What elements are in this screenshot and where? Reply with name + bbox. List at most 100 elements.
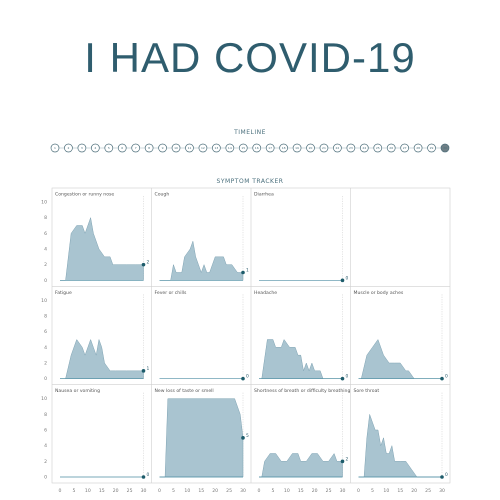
endpoint-label: 2 <box>346 456 349 462</box>
symptom-panel: Headache 0 <box>254 290 349 381</box>
y-tick-label: 6 <box>44 231 47 237</box>
endpoint-marker <box>340 376 345 381</box>
timeline-day-label: 1 <box>54 146 56 150</box>
timeline-day-label: 28 <box>416 146 420 150</box>
endpoint-label: 0 <box>445 374 448 380</box>
timeline-day-1[interactable]: 1 <box>50 143 60 153</box>
timeline-day-label: 19 <box>295 146 299 150</box>
timeline-day-label: 13 <box>214 146 218 150</box>
timeline-day-27[interactable]: 27 <box>400 143 410 153</box>
timeline-day-28[interactable]: 28 <box>413 143 423 153</box>
y-tick-label: 0 <box>44 278 47 284</box>
x-tick-label: 15 <box>198 488 204 494</box>
timeline-day-8[interactable]: 8 <box>144 143 154 153</box>
x-tick-label: 25 <box>127 488 133 494</box>
timeline-day-25[interactable]: 25 <box>373 143 383 153</box>
timeline-day-19[interactable]: 19 <box>292 143 302 153</box>
panel-label: Cough <box>155 192 170 198</box>
x-tick-label: 15 <box>298 488 304 494</box>
panel-label: Nausea or vomiting <box>55 388 100 394</box>
y-tick-label: 2 <box>44 262 47 268</box>
symptom-panel: Sore throat 0 <box>354 388 448 479</box>
timeline-day-23[interactable]: 23 <box>346 143 356 153</box>
x-tick-label: 25 <box>425 488 431 494</box>
timeline-day-24[interactable]: 24 <box>359 143 369 153</box>
x-tick-label: 5 <box>72 488 75 494</box>
endpoint-label: 0 <box>147 472 150 478</box>
timeline-day-label: 26 <box>389 146 393 150</box>
page-title: I HAD COVID-19 <box>84 34 416 81</box>
x-tick-label: 20 <box>411 488 417 494</box>
timeline-day-label: 29 <box>430 146 434 150</box>
timeline-day-30[interactable]: 30 <box>440 143 450 153</box>
timeline-day-label: 4 <box>94 146 96 150</box>
x-tick-label: 25 <box>226 488 232 494</box>
timeline-day-14[interactable]: 14 <box>225 143 235 153</box>
symptom-area <box>59 338 144 379</box>
timeline-day-7[interactable]: 7 <box>131 143 141 153</box>
endpoint-label: 0 <box>346 275 349 281</box>
y-tick-label: 4 <box>44 345 47 351</box>
timeline-day-9[interactable]: 9 <box>158 143 167 153</box>
timeline-day-15[interactable]: 15 <box>238 143 248 153</box>
timeline-day-29[interactable]: 29 <box>427 143 436 153</box>
x-tick-label: 10 <box>184 488 190 494</box>
timeline-day-13[interactable]: 13 <box>212 143 221 153</box>
timeline-day-2[interactable]: 2 <box>64 143 73 153</box>
timeline-day-20[interactable]: 20 <box>306 143 315 153</box>
timeline-day-label: 3 <box>81 146 83 150</box>
x-tick-label: 15 <box>99 488 105 494</box>
timeline-day-21[interactable]: 21 <box>319 143 329 153</box>
timeline-day-6[interactable]: 6 <box>117 143 127 153</box>
timeline-day-3[interactable]: 3 <box>77 143 87 153</box>
endpoint-marker <box>241 270 245 275</box>
symptom-area <box>358 414 442 478</box>
x-tick-label: 0 <box>59 488 62 494</box>
timeline-day-label: 5 <box>108 146 110 150</box>
endpoint-marker <box>440 376 444 381</box>
endpoint-marker <box>141 262 146 267</box>
symptom-panel: New loss of taste or smell 5 <box>155 388 249 478</box>
symptom-panel: Diarrhea 0 <box>254 192 349 283</box>
y-tick-label: 0 <box>44 475 47 481</box>
panel-label: New loss of taste or smell <box>155 388 214 394</box>
timeline-day-label: 30 <box>443 146 447 150</box>
timeline-day-4[interactable]: 4 <box>90 143 100 153</box>
endpoint-marker <box>440 475 444 479</box>
y-tick-label: 8 <box>44 412 47 418</box>
panel-label: Headache <box>254 290 277 296</box>
x-tick-label: 20 <box>212 488 218 494</box>
timeline-day-12[interactable]: 12 <box>198 143 208 153</box>
timeline-day-10[interactable]: 10 <box>171 143 181 153</box>
x-tick-label: 0 <box>357 488 360 494</box>
symptom-area <box>159 398 244 478</box>
x-tick-label: 10 <box>284 488 290 494</box>
timeline-day-label: 25 <box>376 146 380 150</box>
timeline-day-5[interactable]: 5 <box>104 143 114 153</box>
timeline-day-11[interactable]: 11 <box>185 143 194 153</box>
timeline-day-26[interactable]: 26 <box>386 143 396 153</box>
panel-label: Fatigue <box>55 290 72 296</box>
endpoint-marker <box>141 475 146 479</box>
x-tick-label: 0 <box>258 488 261 494</box>
timeline-day-label: 7 <box>135 146 137 150</box>
timeline-day-22[interactable]: 22 <box>333 143 342 153</box>
x-tick-label: 25 <box>326 488 332 494</box>
endpoint-marker <box>340 459 345 464</box>
timeline-day-16[interactable]: 16 <box>252 143 262 153</box>
timeline-day-label: 21 <box>322 146 326 150</box>
x-tick-label: 10 <box>85 488 91 494</box>
endpoint-marker <box>241 376 245 381</box>
timeline-day-label: 8 <box>148 146 150 150</box>
timeline-day-17[interactable]: 17 <box>265 143 275 153</box>
panel-label: Congestion or runny nose <box>55 192 114 198</box>
endpoint-label: 2 <box>147 260 150 266</box>
endpoint-label: 1 <box>246 268 249 274</box>
timeline-day-18[interactable]: 18 <box>279 143 288 153</box>
panel-label: Shortness of breath or difficulty breath… <box>254 388 350 394</box>
panel-label: Fever or chills <box>155 290 188 296</box>
timeline-day-label: 16 <box>255 146 259 150</box>
y-tick-label: 6 <box>44 329 47 335</box>
symptom-panel: Fever or chills 0 <box>155 290 249 381</box>
x-tick-label: 30 <box>340 488 346 494</box>
